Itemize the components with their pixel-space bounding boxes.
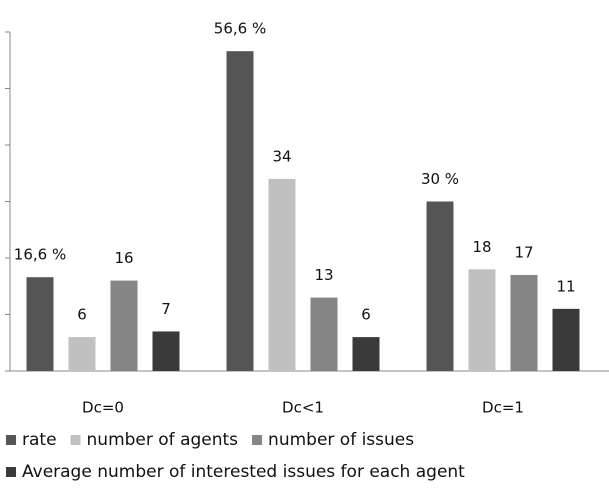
bar xyxy=(310,297,338,371)
data-label: 34 xyxy=(272,147,291,165)
legend-label: rate xyxy=(22,430,57,450)
data-label: 18 xyxy=(472,238,491,256)
bar xyxy=(226,51,254,372)
legend-swatch xyxy=(70,435,81,445)
bar xyxy=(510,274,538,371)
legend-swatch xyxy=(6,467,16,477)
data-label: 16,6 % xyxy=(14,246,66,264)
legend-swatch xyxy=(6,435,16,445)
bar xyxy=(426,201,454,371)
legend-label: number of agents xyxy=(87,430,239,450)
data-label: 6 xyxy=(77,306,87,324)
data-label: 16 xyxy=(114,249,133,267)
bar xyxy=(152,331,180,371)
bar xyxy=(26,277,54,371)
data-label: 56,6 % xyxy=(214,20,266,38)
bar xyxy=(110,280,138,371)
bar xyxy=(68,337,96,371)
data-label: 30 % xyxy=(421,170,459,188)
data-label: 17 xyxy=(514,243,533,261)
data-label: 6 xyxy=(361,306,371,324)
x-tick-label: Dc<1 xyxy=(282,399,324,417)
data-label: 13 xyxy=(314,266,333,284)
data-label: 7 xyxy=(161,300,171,318)
x-tick-label: Dc=0 xyxy=(82,399,124,417)
legend-label: Average number of interested issues for … xyxy=(22,462,465,482)
bar xyxy=(352,337,380,371)
bar xyxy=(268,178,296,371)
legend-label: number of issues xyxy=(268,430,414,450)
legend-swatch xyxy=(252,435,263,445)
data-label: 11 xyxy=(556,277,575,295)
bar xyxy=(468,269,496,371)
x-tick-label: Dc=1 xyxy=(482,399,524,417)
bar xyxy=(552,308,580,371)
